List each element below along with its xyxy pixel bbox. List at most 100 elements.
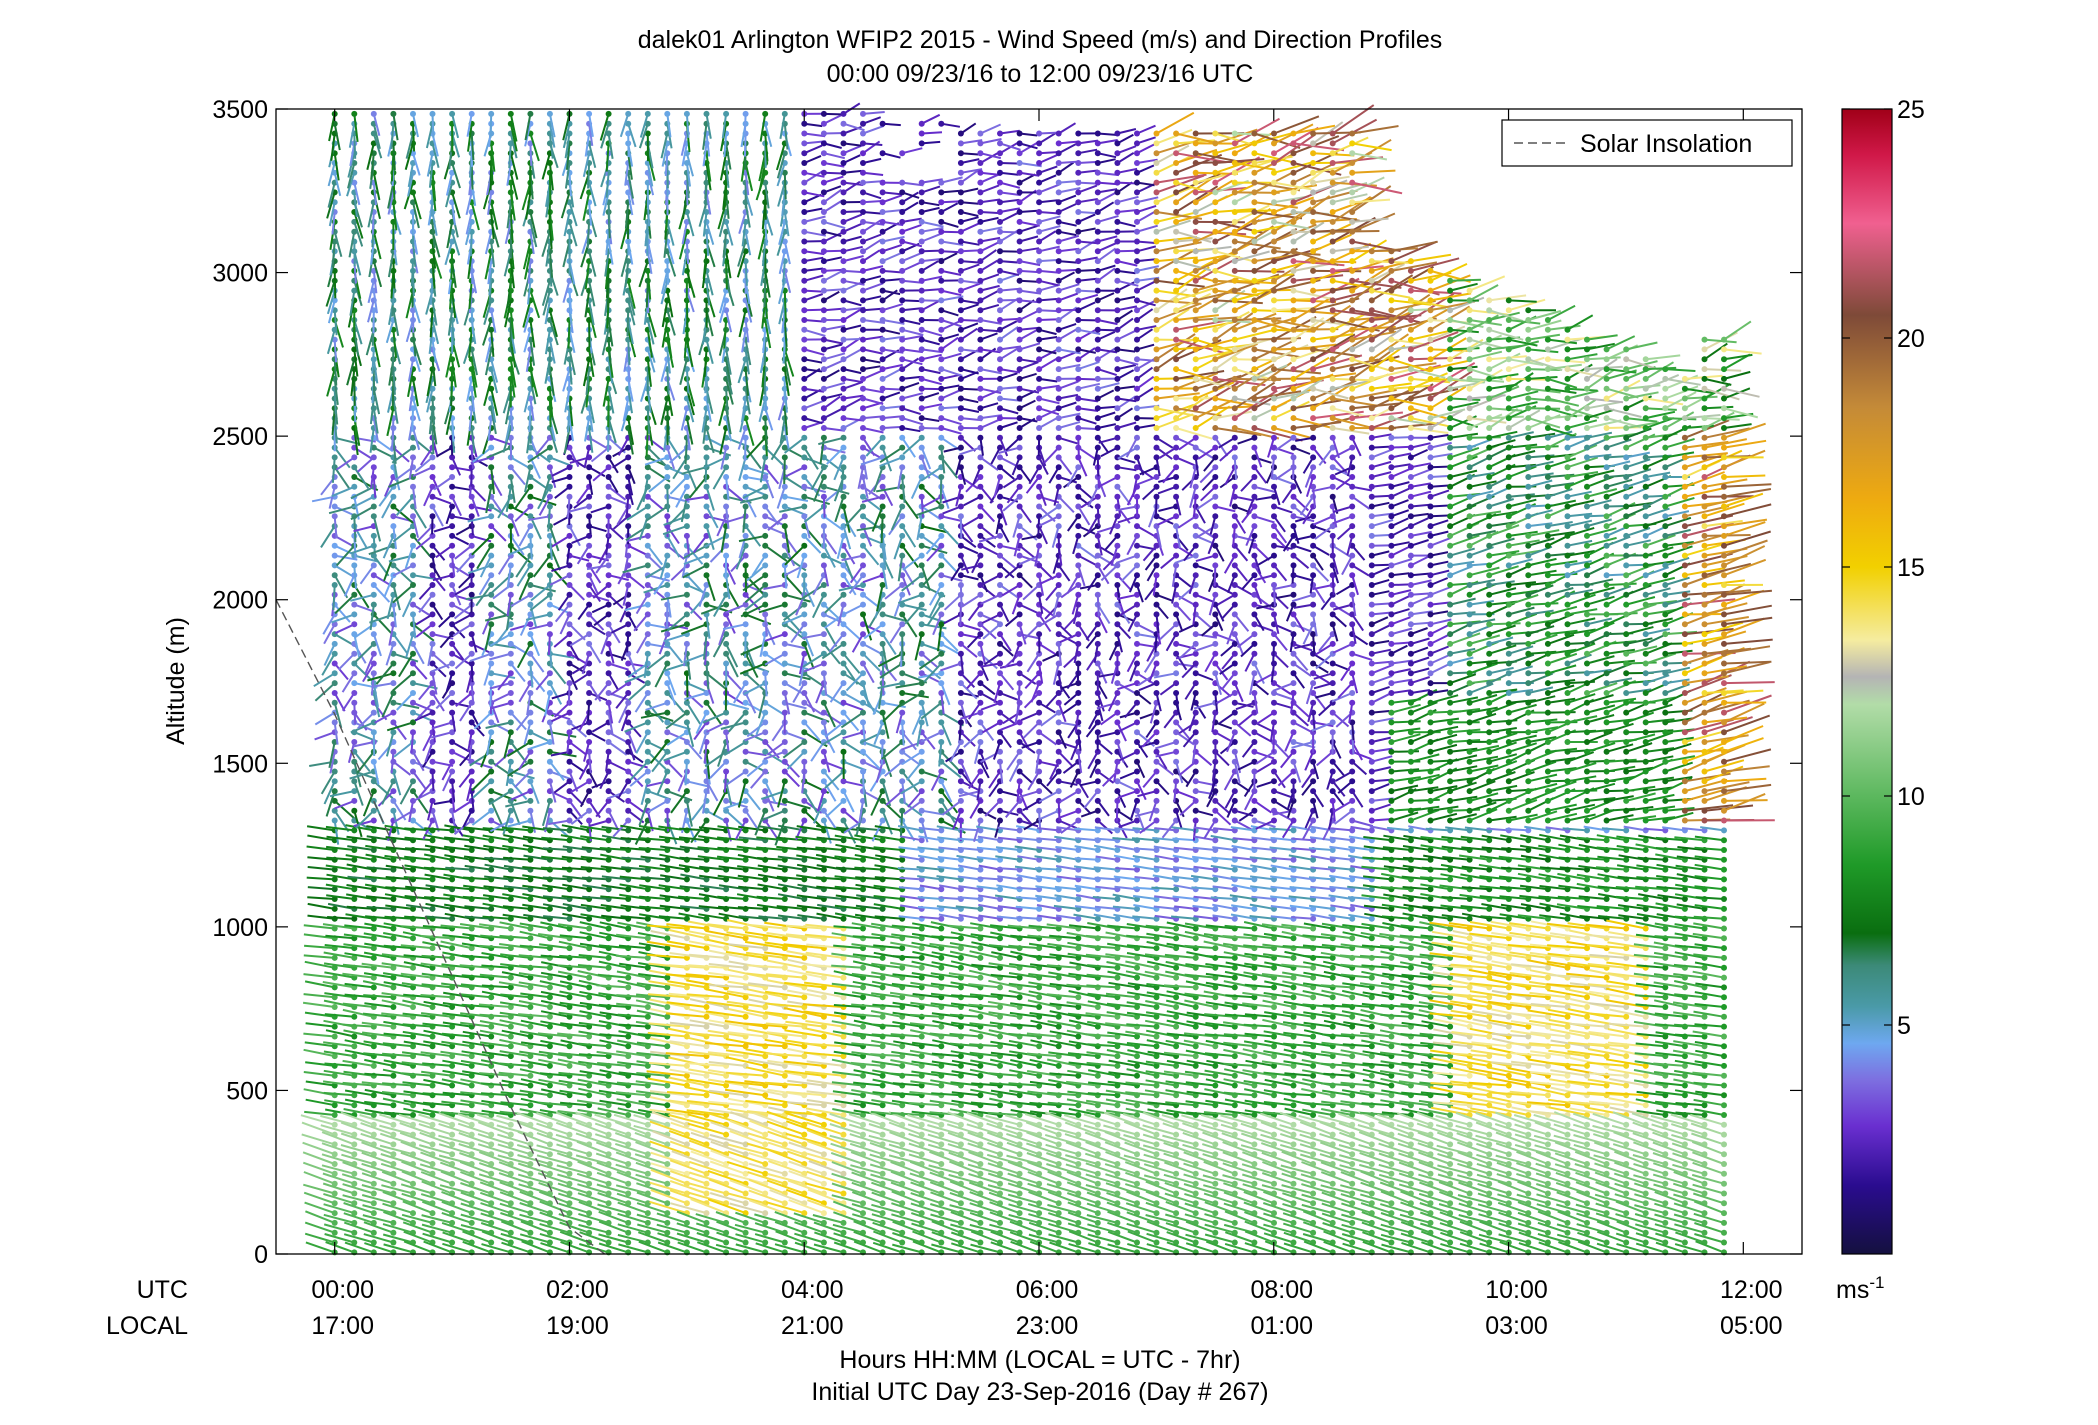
wind-barb-dot	[566, 1131, 573, 1138]
wind-barb-dot	[507, 788, 514, 795]
wind-barb	[350, 593, 375, 602]
wind-barb-dot	[351, 474, 358, 480]
wind-barb-dot	[625, 1239, 632, 1246]
wind-barb-dot	[527, 582, 534, 588]
wind-barb-dot	[605, 788, 612, 795]
wind-barb-dot	[370, 503, 377, 510]
wind-barb-dot	[723, 110, 730, 117]
wind-barb-dot	[586, 582, 593, 588]
wind-barb	[408, 800, 414, 823]
wind-barb-dot	[546, 964, 553, 971]
wind-barb-dot	[605, 690, 612, 696]
wind-barb	[325, 845, 355, 851]
wind-barb	[362, 980, 394, 989]
wind-barb	[385, 886, 414, 891]
wind-barb	[392, 525, 397, 550]
wind-barb	[568, 584, 586, 601]
wind-barb-dot	[683, 601, 690, 608]
wind-barb	[361, 1184, 394, 1195]
wind-barb-dot	[625, 1043, 632, 1050]
wind-barb	[325, 1241, 355, 1254]
wind-barb-dot	[723, 640, 730, 647]
wind-barb	[366, 143, 375, 170]
wind-barb	[380, 1153, 414, 1165]
wind-barb	[323, 1213, 355, 1224]
wind-barb	[381, 999, 414, 1008]
wind-barb-dot	[566, 591, 573, 598]
wind-barb-dot	[644, 621, 651, 628]
wind-barb-dot	[664, 572, 671, 579]
wind-barb-dot	[723, 650, 730, 657]
wind-barb	[327, 182, 336, 208]
wind-barb-dot	[429, 719, 436, 726]
wind-barb-dot	[331, 572, 338, 579]
wind-barb-dot	[351, 1200, 358, 1207]
wind-barb-dot	[507, 110, 514, 117]
wind-barb-dot	[527, 1062, 534, 1069]
wind-barb	[320, 1124, 355, 1136]
wind-barb	[382, 1042, 414, 1048]
wind-barb	[366, 906, 394, 910]
wind-barb	[379, 1124, 414, 1136]
wind-barb-dot	[351, 601, 358, 608]
wind-barb	[385, 836, 414, 842]
wind-barb-dot	[546, 611, 553, 618]
wind-barb-dot	[566, 994, 573, 1001]
wind-barb-dot	[566, 582, 573, 588]
wind-barb-dot	[449, 1180, 456, 1187]
wind-barb-dot	[546, 1062, 553, 1069]
wind-barb	[363, 1233, 394, 1244]
wind-barb-dot	[449, 552, 456, 559]
wind-barb	[307, 866, 335, 871]
wind-barb-dot	[331, 513, 338, 520]
wind-barb	[346, 863, 374, 871]
wind-barb-dot	[625, 110, 632, 117]
wind-barb-dot	[331, 690, 338, 696]
wind-barb-dot	[488, 778, 495, 785]
wind-barb	[385, 846, 414, 851]
wind-barb-dot	[488, 650, 495, 657]
wind-barb	[346, 359, 356, 386]
wind-barb-dot	[429, 110, 436, 117]
wind-barb	[353, 192, 358, 218]
wind-barb-dot	[429, 709, 436, 716]
wind-barb-dot	[586, 670, 593, 677]
wind-barb-dot	[664, 935, 671, 942]
wind-barb-dot	[449, 1151, 456, 1158]
wind-barb-dot	[566, 572, 573, 579]
wind-barb-dot	[527, 1082, 534, 1089]
wind-barb-dot	[429, 464, 436, 471]
wind-barb-dot	[605, 1229, 612, 1236]
wind-barb	[392, 721, 407, 741]
wind-barb-dot	[586, 1151, 593, 1158]
wind-barb-dot	[429, 690, 436, 696]
wind-barb-dot	[527, 896, 534, 902]
wind-barb-dot	[703, 945, 710, 952]
wind-barb	[356, 751, 375, 774]
wind-barb-dot	[507, 631, 514, 638]
wind-barb	[364, 1058, 394, 1067]
wind-barb	[326, 856, 355, 861]
wind-barb-dot	[410, 542, 416, 549]
wind-barb-dot	[507, 925, 514, 932]
wind-barb	[333, 270, 337, 299]
wind-barb-dot	[742, 1200, 749, 1207]
wind-barb	[365, 844, 394, 851]
wind-barb-dot	[331, 925, 338, 932]
wind-barb-dot	[390, 1023, 397, 1030]
wind-barb	[364, 875, 394, 881]
wind-barb	[364, 1072, 394, 1077]
wind-barb	[345, 854, 374, 861]
wind-barb-dot	[488, 503, 495, 510]
wind-barb-dot	[331, 552, 338, 559]
wind-barb	[361, 1151, 394, 1165]
wind-barb	[326, 873, 355, 881]
wind-barb-dot	[390, 503, 397, 510]
wind-barb	[372, 290, 378, 314]
wind-barb-dot	[683, 582, 690, 588]
wind-barb	[351, 495, 375, 509]
wind-barb-dot	[370, 1161, 377, 1167]
wind-barb-dot	[664, 699, 671, 706]
wind-barb-dot	[390, 699, 397, 706]
